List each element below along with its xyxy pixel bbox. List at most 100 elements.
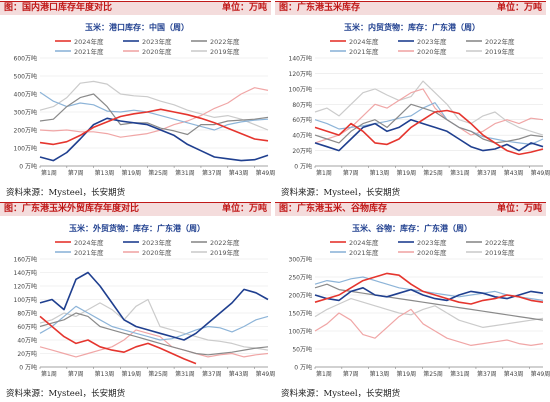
series-line xyxy=(314,118,544,152)
legend-label: 2021年度 xyxy=(349,47,379,56)
legend-label: 2020年度 xyxy=(417,248,447,257)
x-tick-label: 第7周 xyxy=(343,370,359,378)
x-tick-label: 第31周 xyxy=(175,370,195,378)
x-tick-label: 第49周 xyxy=(531,370,550,378)
chart-title: 玉米：内贸货物：库存：广东港（周） xyxy=(344,22,480,32)
x-tick-label: 第43周 xyxy=(229,169,249,177)
legend-label: 2022年度 xyxy=(485,37,515,46)
panel-port-inventory: 图：国内港口库存年度对比 单位：万吨 玉米：港口库存：中国（周） 2024年度 20… xyxy=(0,0,275,201)
x-tick-label: 第7周 xyxy=(343,169,359,177)
series-line xyxy=(39,329,269,358)
x-tick-label: 第19周 xyxy=(121,169,141,177)
y-tick-label: 100万吨 xyxy=(14,145,37,153)
legend-label: 2021年度 xyxy=(74,47,104,56)
legend-label: 2021年度 xyxy=(74,248,104,257)
series-line xyxy=(314,308,544,347)
legend-label: 2019年度 xyxy=(485,248,515,257)
x-tick-label: 第43周 xyxy=(504,370,524,378)
y-tick-label: 20万吨 xyxy=(17,350,37,358)
y-tick-label: 80万吨 xyxy=(292,101,312,109)
x-tick-label: 第13周 xyxy=(95,169,115,177)
y-tick-label: 0 万吨 xyxy=(294,364,312,372)
panel-title: 图：广东港玉米外贸库存年度对比 xyxy=(4,204,140,214)
legend-label: 2024年度 xyxy=(74,37,104,46)
series-line xyxy=(39,312,269,356)
series-line xyxy=(314,297,544,329)
legend-label: 2019年度 xyxy=(210,248,240,257)
x-tick-label: 第49周 xyxy=(256,169,275,177)
legend-label: 2024年度 xyxy=(349,37,379,46)
y-tick-label: 300万吨 xyxy=(289,256,312,264)
x-tick-label: 第1周 xyxy=(316,370,332,378)
y-tick-label: 250万吨 xyxy=(289,274,312,282)
legend-label: 2020年度 xyxy=(142,248,172,257)
y-tick-label: 100万吨 xyxy=(14,296,37,304)
panel-title: 图：国内港口库存年度对比 xyxy=(4,3,113,13)
y-tick-label: 140万吨 xyxy=(289,55,312,63)
x-tick-label: 第25周 xyxy=(423,370,443,378)
y-tick-label: 160万吨 xyxy=(14,256,37,264)
x-tick-label: 第19周 xyxy=(396,370,416,378)
series-line xyxy=(314,102,544,146)
series-line xyxy=(39,271,269,341)
y-tick-label: 40万吨 xyxy=(292,132,312,140)
y-tick-label: 40万吨 xyxy=(17,337,37,345)
legend-label: 2020年度 xyxy=(142,47,172,56)
x-tick-label: 第13周 xyxy=(95,370,115,378)
y-tick-label: 100万吨 xyxy=(289,85,312,93)
panel-unit: 单位：万吨 xyxy=(221,3,267,13)
panel-guangdong-grain-inventory: 图：广东港玉米、谷物库存 单位：万吨 玉米、谷物：库存：广东港（周） 2024年度… xyxy=(275,201,550,402)
series-line xyxy=(39,315,197,365)
y-tick-label: 200万吨 xyxy=(14,127,37,135)
x-tick-label: 第31周 xyxy=(175,169,195,177)
panel-header: 图：国内港口库存年度对比 单位：万吨 xyxy=(0,1,271,15)
series-line xyxy=(314,80,544,136)
x-tick-label: 第25周 xyxy=(423,169,443,177)
y-tick-label: 0 万吨 xyxy=(19,163,37,171)
panel-unit: 单位：万吨 xyxy=(496,3,542,13)
y-tick-label: 80万吨 xyxy=(17,310,37,318)
x-tick-label: 第37周 xyxy=(477,370,497,378)
series-line xyxy=(39,117,269,162)
x-tick-label: 第1周 xyxy=(41,169,57,177)
legend-label: 2021年度 xyxy=(349,248,379,257)
legend-label: 2022年度 xyxy=(485,238,515,247)
legend-label: 2020年度 xyxy=(417,47,447,56)
panel-header: 图：广东港玉米外贸库存年度对比 单位：万吨 xyxy=(0,202,271,216)
x-tick-label: 第25周 xyxy=(148,370,168,378)
chart-title: 玉米：外贸货物：库存：广东港（周） xyxy=(69,223,205,233)
y-tick-label: 200万吨 xyxy=(289,292,312,300)
panel-title: 图：广东港玉米库存 xyxy=(279,3,361,13)
x-tick-label: 第1周 xyxy=(41,370,57,378)
x-tick-label: 第37周 xyxy=(202,370,222,378)
panel-guangdong-foreign-inventory: 图：广东港玉米外贸库存年度对比 单位：万吨 玉米：外贸货物：库存：广东港（周） 2… xyxy=(0,201,275,402)
y-tick-label: 0 万吨 xyxy=(19,364,37,372)
series-line xyxy=(314,283,544,321)
panel-guangdong-inventory: 图：广东港玉米库存 单位：万吨 玉米：内贸货物：库存：广东港（周） 2024年度 2… xyxy=(275,0,550,201)
y-tick-label: 120万吨 xyxy=(289,70,312,78)
series-line xyxy=(39,298,269,351)
panel-unit: 单位：万吨 xyxy=(221,204,267,214)
x-tick-label: 第43周 xyxy=(229,370,249,378)
x-tick-label: 第43周 xyxy=(504,169,524,177)
source-note: 资料来源：Mysteel，长安期货 xyxy=(6,188,126,198)
series-line xyxy=(314,103,544,144)
legend-label: 2022年度 xyxy=(210,238,240,247)
panel-unit: 单位：万吨 xyxy=(496,204,542,214)
x-tick-label: 第13周 xyxy=(370,169,390,177)
source-note: 资料来源：Mysteel，长安期货 xyxy=(6,389,126,399)
line-chart: 玉米：外贸货物：库存：广东港（周） 2024年度 2023年度 2022年度 2021年… xyxy=(14,223,275,378)
x-tick-label: 第37周 xyxy=(477,169,497,177)
line-chart: 玉米：内贸货物：库存：广东港（周） 2024年度 2023年度 2022年度 2021年… xyxy=(289,22,550,177)
series-line xyxy=(39,91,269,131)
legend-label: 2022年度 xyxy=(210,37,240,46)
source-note: 资料来源：Mysteel，长安期货 xyxy=(281,188,401,198)
x-tick-label: 第1周 xyxy=(316,169,332,177)
legend-label: 2023年度 xyxy=(417,37,447,46)
panel-header: 图：广东港玉米、谷物库存 单位：万吨 xyxy=(275,202,546,216)
legend-label: 2023年度 xyxy=(142,37,172,46)
y-tick-label: 500万吨 xyxy=(14,73,37,81)
series-line xyxy=(314,109,544,156)
line-chart: 玉米：港口库存：中国（周） 2024年度 2023年度 2022年度 2021年度 202… xyxy=(14,22,275,177)
x-tick-label: 第31周 xyxy=(450,370,470,378)
